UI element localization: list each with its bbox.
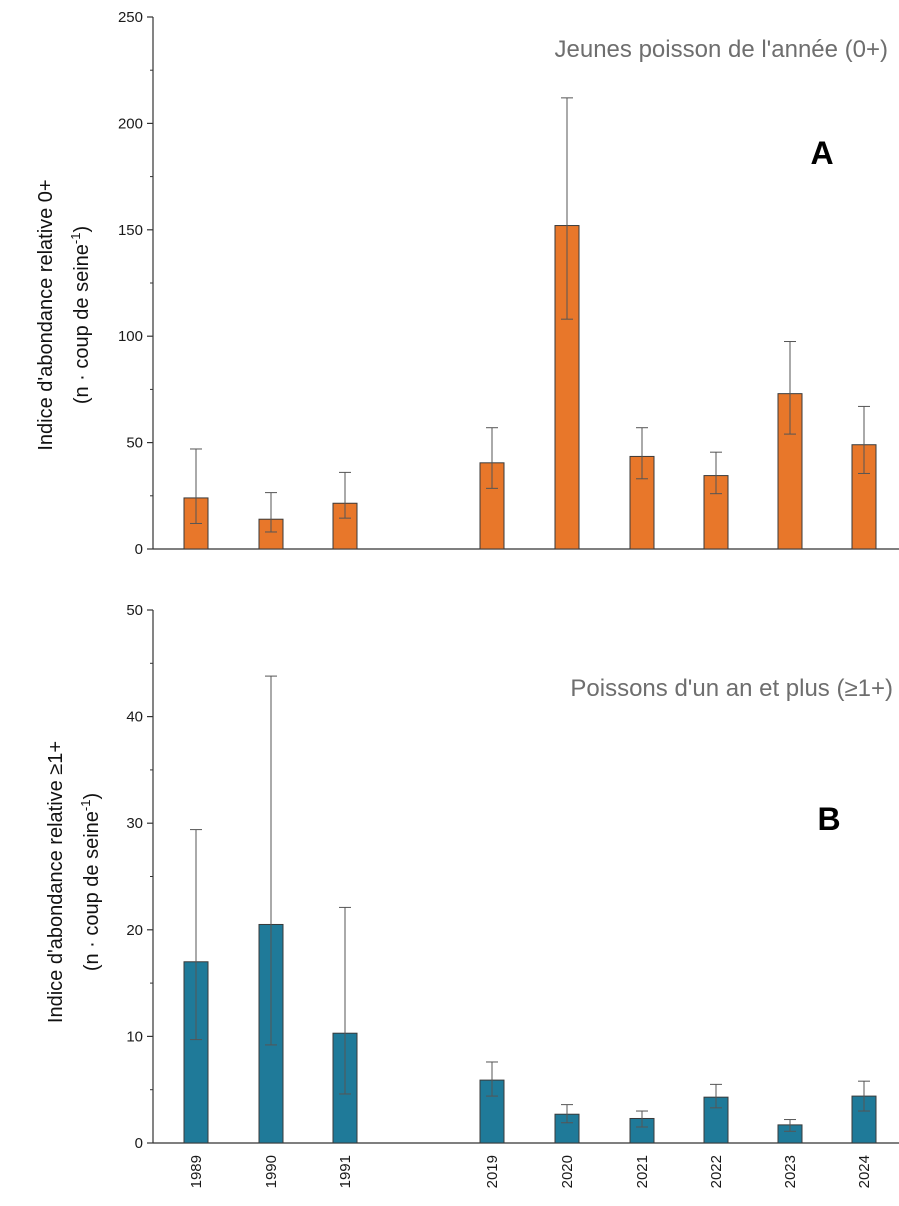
panel-b-title: Poissons d'un an et plus (≥1+): [570, 675, 893, 702]
panel-a-y-axis-title: Indice d'abondance relative 0+ (n · coup…: [35, 179, 93, 450]
panel-a-y-tick-label: 0: [135, 541, 143, 558]
panel-a-y-tick-label: 200: [118, 115, 143, 132]
panel-b-y-tick-label: 30: [126, 815, 143, 832]
panel-a-y-tick-label: 100: [118, 328, 143, 345]
panel-a-label: A: [810, 135, 833, 171]
panel-b-x-tick-label: 2021: [634, 1155, 651, 1188]
panel-a-y-tick-label: 50: [126, 435, 143, 452]
panel-b-label: B: [817, 801, 840, 837]
panel-b-x-tick-label: 2024: [856, 1155, 873, 1188]
panel-a-y-axis-title-line2: (n · coup de seine-1): [68, 226, 93, 404]
panel-b-y-tick-label: 10: [126, 1028, 143, 1045]
panel-b-x-tick-label: 2020: [559, 1155, 576, 1188]
panel-b-y-tick-label: 40: [126, 709, 143, 726]
panel-b-y-axis-title-line1: Indice d'abondance relative ≥1+: [45, 741, 67, 1023]
panel-a-y-axis-title-line1: Indice d'abondance relative 0+: [35, 179, 57, 450]
panel-b-chart: Poissons d'un an et plus (≥1+) B Indice …: [45, 602, 899, 1188]
panel-a-title: Jeunes poisson de l'année (0+): [555, 36, 888, 63]
panel-a-chart: Jeunes poisson de l'année (0+) A Indice …: [35, 9, 899, 558]
panel-b-x-tick-label: 2023: [782, 1155, 799, 1188]
panel-b-y-axis-title: Indice d'abondance relative ≥1+ (n · cou…: [45, 741, 103, 1023]
panel-b-x-tick-label: 2022: [708, 1155, 725, 1188]
panel-b-y-tick-label: 50: [126, 602, 143, 619]
panel-b-x-tick-label: 1989: [188, 1155, 205, 1188]
panel-b-x-tick-label: 2019: [484, 1155, 501, 1188]
panel-b-y-axis-title-line2: (n · coup de seine-1): [78, 793, 103, 971]
panel-b-y-tick-label: 20: [126, 922, 143, 939]
panel-a-y-tick-label: 150: [118, 222, 143, 239]
panel-b-y-tick-label: 0: [135, 1135, 143, 1152]
panel-b-x-tick-label: 1991: [337, 1155, 354, 1188]
panel-b-x-tick-label: 1990: [263, 1155, 280, 1188]
panel-a-y-tick-label: 250: [118, 9, 143, 26]
